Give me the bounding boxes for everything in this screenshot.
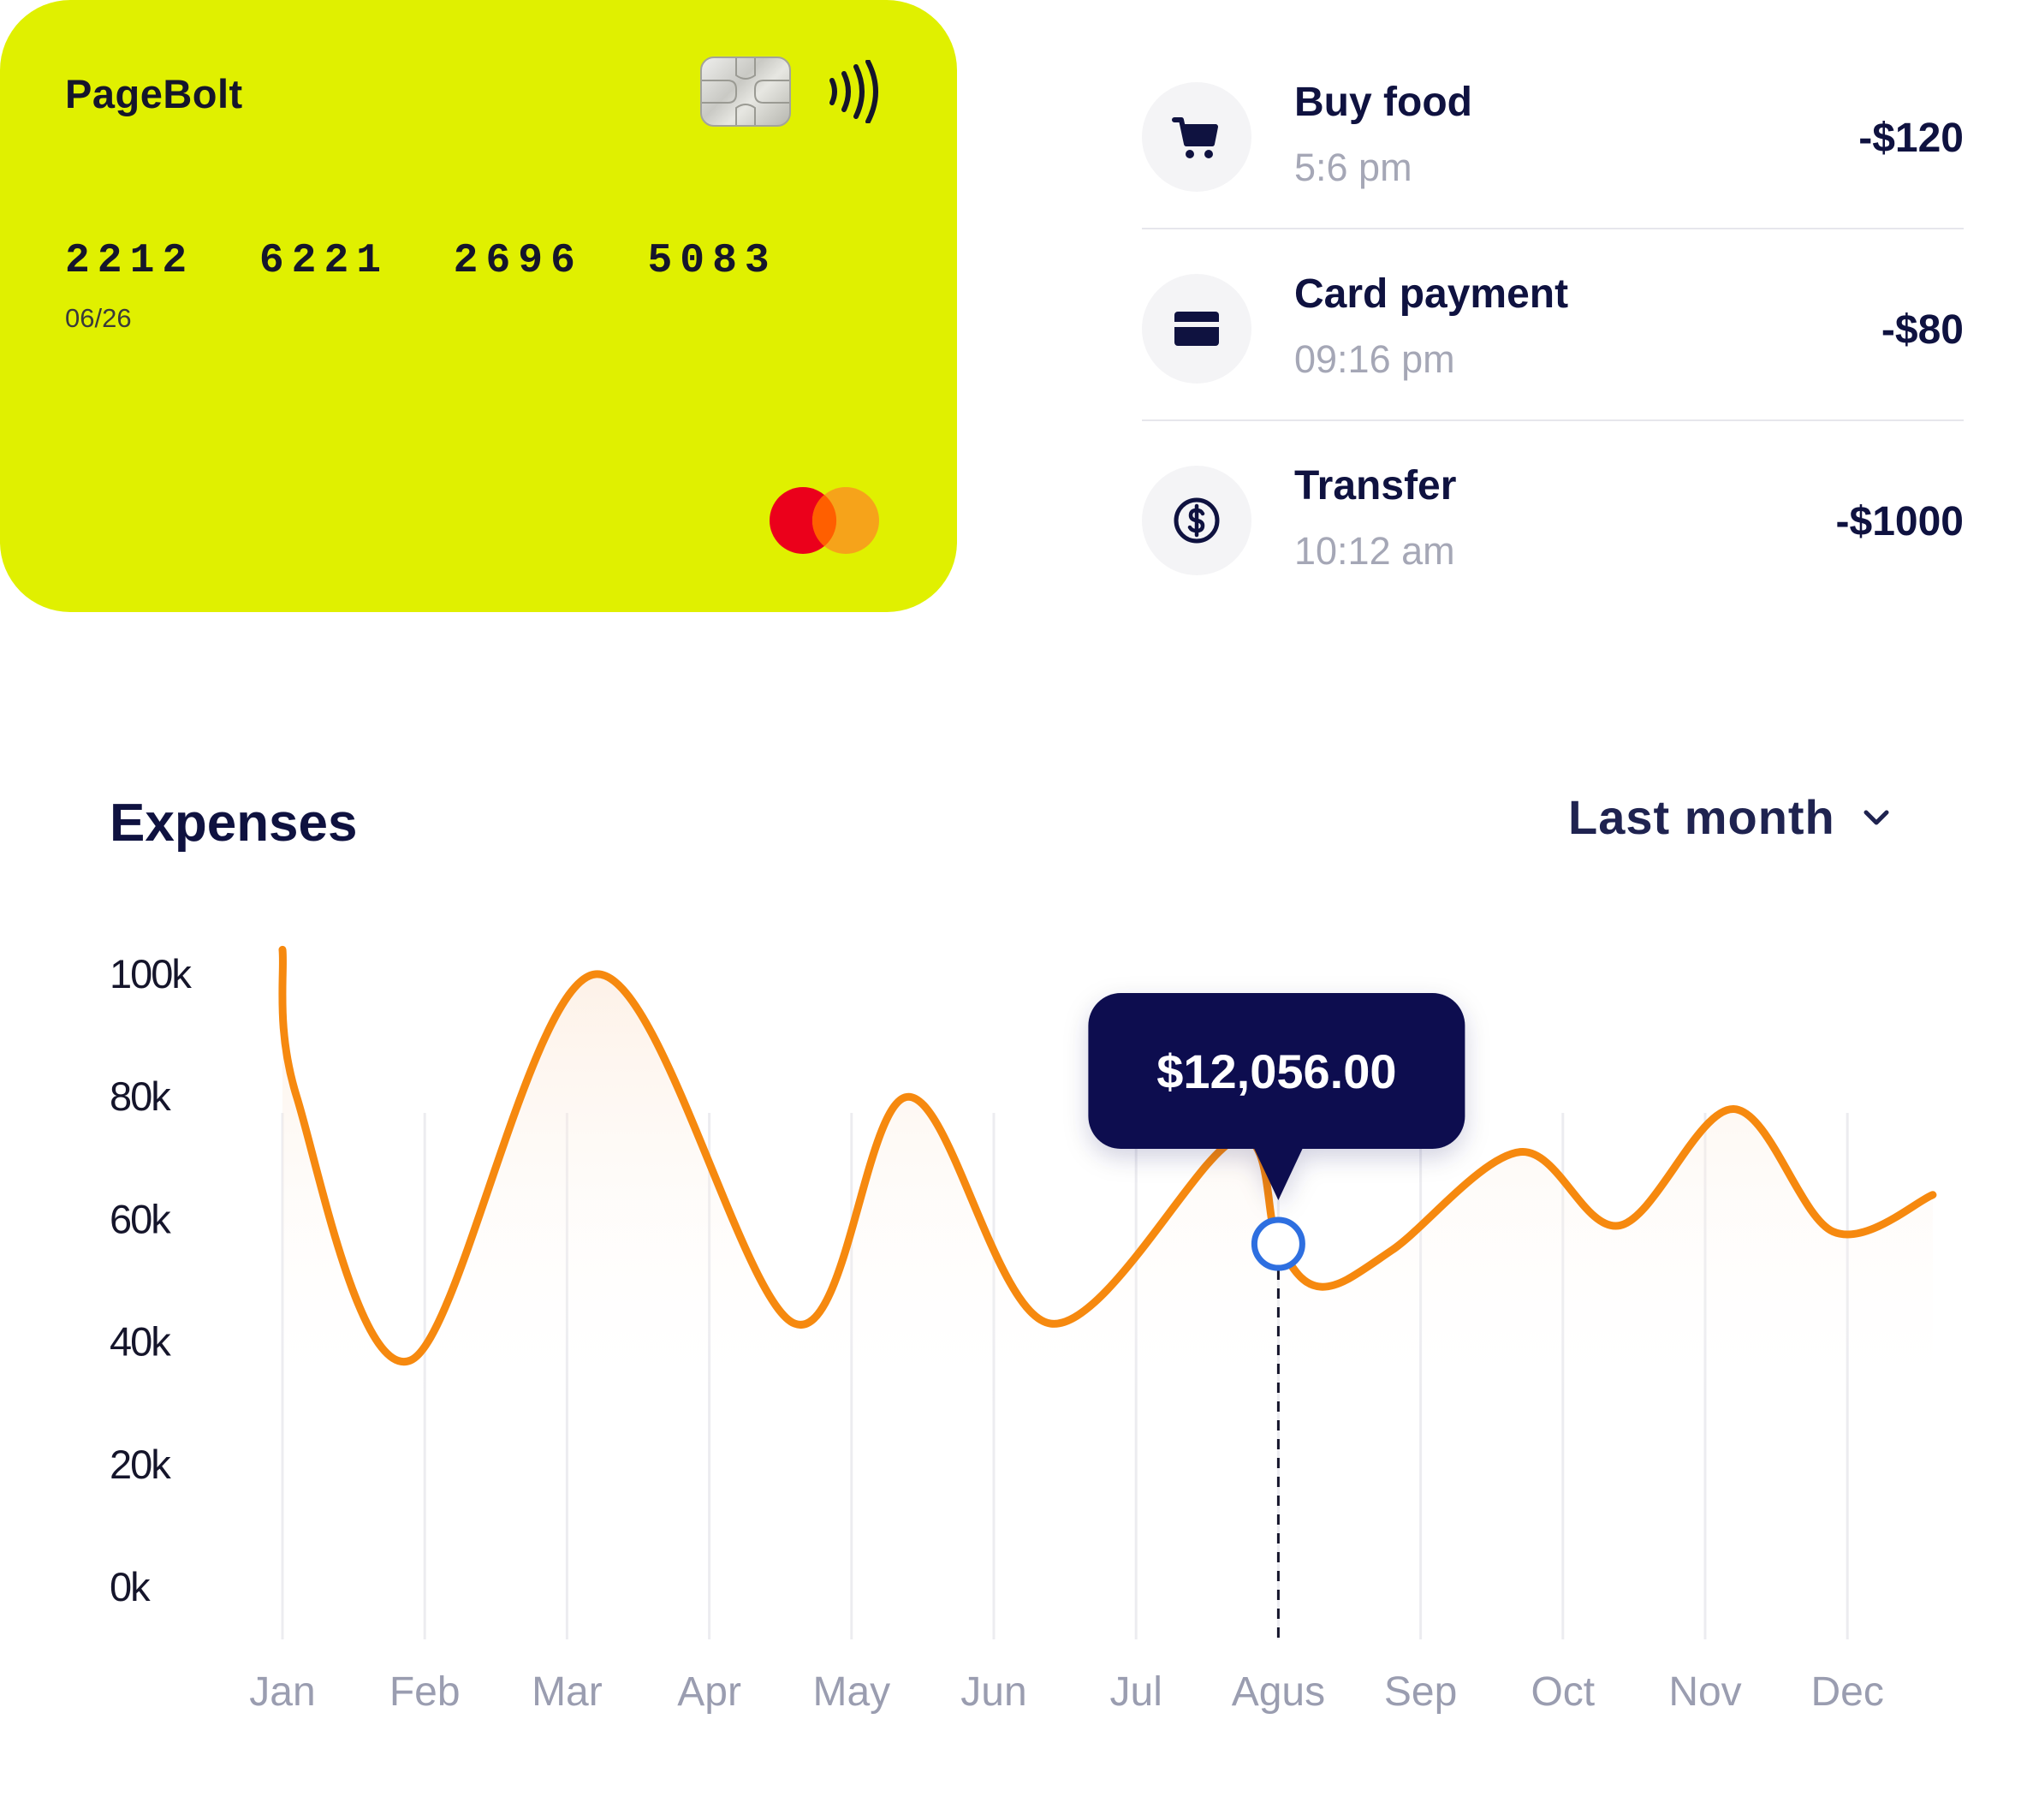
divider bbox=[1142, 228, 1964, 229]
x-tick-label: Nov bbox=[1668, 1669, 1741, 1715]
x-tick-label: Mar bbox=[532, 1669, 603, 1715]
mastercard-logo bbox=[770, 487, 879, 554]
x-tick-label: Agus bbox=[1232, 1669, 1325, 1715]
x-tick-label: Dec bbox=[1811, 1669, 1884, 1715]
y-tick-label: 60k bbox=[110, 1196, 171, 1241]
transaction-icon-wrap bbox=[1142, 466, 1251, 575]
credit-card[interactable]: PageBolt 2212 6221 2696 5083 06/26 bbox=[0, 0, 957, 612]
transaction-title: Buy food bbox=[1294, 80, 1472, 125]
transaction-icon-wrap bbox=[1142, 82, 1251, 192]
x-tick-label: Oct bbox=[1531, 1669, 1595, 1715]
y-tick-label: 0k bbox=[110, 1564, 151, 1609]
x-tick-label: Feb bbox=[389, 1669, 461, 1715]
x-tick-label: Jun bbox=[960, 1669, 1026, 1715]
transaction-time: 5:6 pm bbox=[1294, 146, 1412, 189]
y-tick-label: 20k bbox=[110, 1442, 171, 1487]
expenses-title: Expenses bbox=[110, 794, 358, 853]
tooltip-marker[interactable] bbox=[1251, 1216, 1305, 1271]
card-number: 2212 6221 2696 5083 bbox=[65, 238, 777, 284]
x-tick-label: Jan bbox=[249, 1669, 315, 1715]
y-tick-label: 80k bbox=[110, 1074, 171, 1119]
y-tick-label: 40k bbox=[110, 1319, 171, 1365]
x-axis: Jan Feb Mar Apr May Jun Jul Agus Sep Oct Nov Dec bbox=[249, 1669, 1884, 1715]
tooltip-value: $12,056.00 bbox=[1156, 1044, 1396, 1098]
range-dropdown[interactable]: Last month bbox=[1568, 789, 1892, 845]
x-tick-label: Apr bbox=[677, 1669, 741, 1715]
cart-icon bbox=[1172, 117, 1218, 158]
expenses-chart: 100k 80k 60k 40k 20k 0k Jan Feb Mar Apr May Jun Jul… bbox=[110, 945, 1937, 1715]
dollar-circle-icon bbox=[1174, 497, 1220, 544]
divider bbox=[1142, 419, 1964, 421]
transaction-amount: -$1000 bbox=[1835, 499, 1964, 544]
transaction-title: Card payment bbox=[1294, 271, 1569, 317]
range-selected-label: Last month bbox=[1568, 790, 1835, 844]
transaction-amount: -$80 bbox=[1881, 307, 1964, 353]
y-tick-label: 100k bbox=[110, 951, 192, 996]
transaction-time: 10:12 am bbox=[1294, 529, 1455, 573]
transaction-title: Transfer bbox=[1294, 463, 1457, 509]
transaction-time: 09:16 pm bbox=[1294, 337, 1455, 381]
tooltip-pointer bbox=[1252, 1145, 1305, 1200]
expenses-line bbox=[278, 945, 1937, 1366]
tooltip-box bbox=[1088, 993, 1465, 1149]
transaction-row[interactable]: Transfer 10:12 am -$1000 bbox=[1142, 443, 1964, 635]
transaction-amount: -$120 bbox=[1858, 116, 1964, 161]
x-tick-label: Jul bbox=[1110, 1669, 1162, 1715]
card-expiry: 06/26 bbox=[65, 303, 132, 333]
x-tick-label: Sep bbox=[1384, 1669, 1457, 1715]
expenses-area bbox=[282, 949, 1933, 1413]
y-axis: 100k 80k 60k 40k 20k 0k bbox=[110, 951, 193, 1609]
transaction-icon-wrap bbox=[1142, 274, 1251, 384]
transaction-row[interactable]: Buy food 5:6 pm -$120 bbox=[1142, 60, 1964, 252]
tooltip bbox=[1088, 993, 1465, 1200]
chip-icon bbox=[700, 57, 791, 127]
chevron-down-icon bbox=[1864, 810, 1889, 824]
contactless-icon bbox=[829, 60, 878, 123]
card-icon bbox=[1174, 312, 1219, 346]
card-brand-name: PageBolt bbox=[65, 71, 243, 116]
transaction-row[interactable]: Card payment 09:16 pm -$80 bbox=[1142, 252, 1964, 443]
x-tick-label: May bbox=[812, 1669, 890, 1715]
